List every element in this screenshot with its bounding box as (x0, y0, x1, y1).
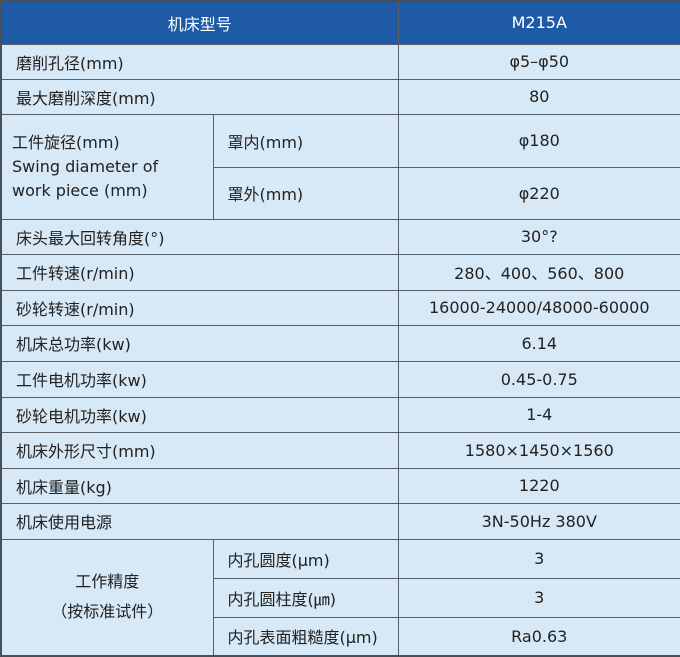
accuracy-label-2: （按标准试件） (51, 602, 164, 622)
row-value: 1580×1450×1560 (397, 431, 680, 469)
table-row: 工件旋径(mm) Swing diameter of work piece (m… (0, 113, 680, 220)
swing-label: 工件旋径(mm) Swing diameter of work piece (m… (0, 113, 214, 220)
table-row: 机床外形尺寸(mm) 1580×1450×1560 (0, 431, 680, 469)
table-row: 内孔圆柱度(㎛) 3 (1, 577, 680, 618)
row-value: φ5–φ50 (397, 43, 680, 80)
swing-label-en1: Swing diameter of (12, 156, 159, 176)
table-row: 砂轮电机功率(kw) 1-4 (0, 396, 680, 433)
table-row: 床头最大回转角度(°) 30°? (0, 218, 680, 255)
sub-label: 罩外(mm) (212, 166, 399, 220)
row-value: 1220 (397, 467, 680, 504)
swing-label-en2: work piece (mm) (12, 180, 148, 200)
sub-label: 内孔表面粗糙度(μm) (212, 616, 399, 657)
table-row: 机床总功率(kw) 6.14 (0, 324, 680, 362)
header-row: 机床型号 M215A (0, 0, 680, 45)
row-label: 最大磨削深度(mm) (0, 78, 399, 115)
swing-label-cn: 工件旋径(mm) (12, 132, 120, 152)
row-value: 16000-24000/48000-60000 (397, 289, 680, 326)
row-label: 工件电机功率(kw) (0, 360, 399, 398)
row-label: 磨削孔径(mm) (0, 43, 399, 80)
row-label: 床头最大回转角度(°) (0, 218, 399, 255)
table-row: 最大磨削深度(mm) 80 (0, 78, 680, 115)
row-value: 6.14 (397, 324, 680, 362)
header-label: 机床型号 (0, 0, 399, 45)
table-row: 工件转速(r/min) 280、400、560、800 (0, 253, 680, 291)
row-value: 30°? (397, 218, 680, 255)
row-value: 0.45-0.75 (397, 360, 680, 398)
sub-label: 内孔圆柱度(㎛) (212, 577, 399, 618)
row-label: 机床总功率(kw) (0, 324, 399, 362)
sub-value: φ180 (397, 113, 680, 168)
table-row: 机床重量(kg) 1220 (0, 467, 680, 504)
sub-value: 3 (397, 538, 680, 579)
accuracy-label-1: 工作精度 (75, 572, 140, 592)
row-label: 机床使用电源 (0, 502, 399, 540)
accuracy-label: 工作精度 （按标准试件） (0, 538, 214, 657)
row-label: 砂轮电机功率(kw) (0, 396, 399, 433)
row-value: 1-4 (397, 396, 680, 433)
table-row: 工作精度 （按标准试件） 内孔圆度(μm) 3 (0, 538, 680, 657)
row-label: 工件转速(r/min) (0, 253, 399, 291)
table-row: 砂轮转速(r/min) 16000-24000/48000-60000 (0, 289, 680, 326)
table-row: 工件电机功率(kw) 0.45-0.75 (0, 360, 680, 398)
header-model: M215A (397, 0, 680, 45)
row-value: 280、400、560、800 (397, 253, 680, 291)
row-label: 砂轮转速(r/min) (0, 289, 399, 326)
row-value: 3N-50Hz 380V (397, 502, 680, 540)
sub-value: Ra0.63 (397, 616, 680, 657)
row-value: 80 (397, 78, 680, 115)
sub-value: φ220 (397, 166, 680, 220)
sub-label: 罩内(mm) (212, 113, 399, 168)
row-label: 机床重量(kg) (0, 467, 399, 504)
sub-label: 内孔圆度(μm) (212, 538, 399, 579)
table-row: 磨削孔径(mm) φ5–φ50 (0, 43, 680, 80)
table-row: 机床使用电源 3N-50Hz 380V (0, 502, 680, 540)
row-label: 机床外形尺寸(mm) (0, 431, 399, 469)
sub-value: 3 (397, 577, 680, 618)
